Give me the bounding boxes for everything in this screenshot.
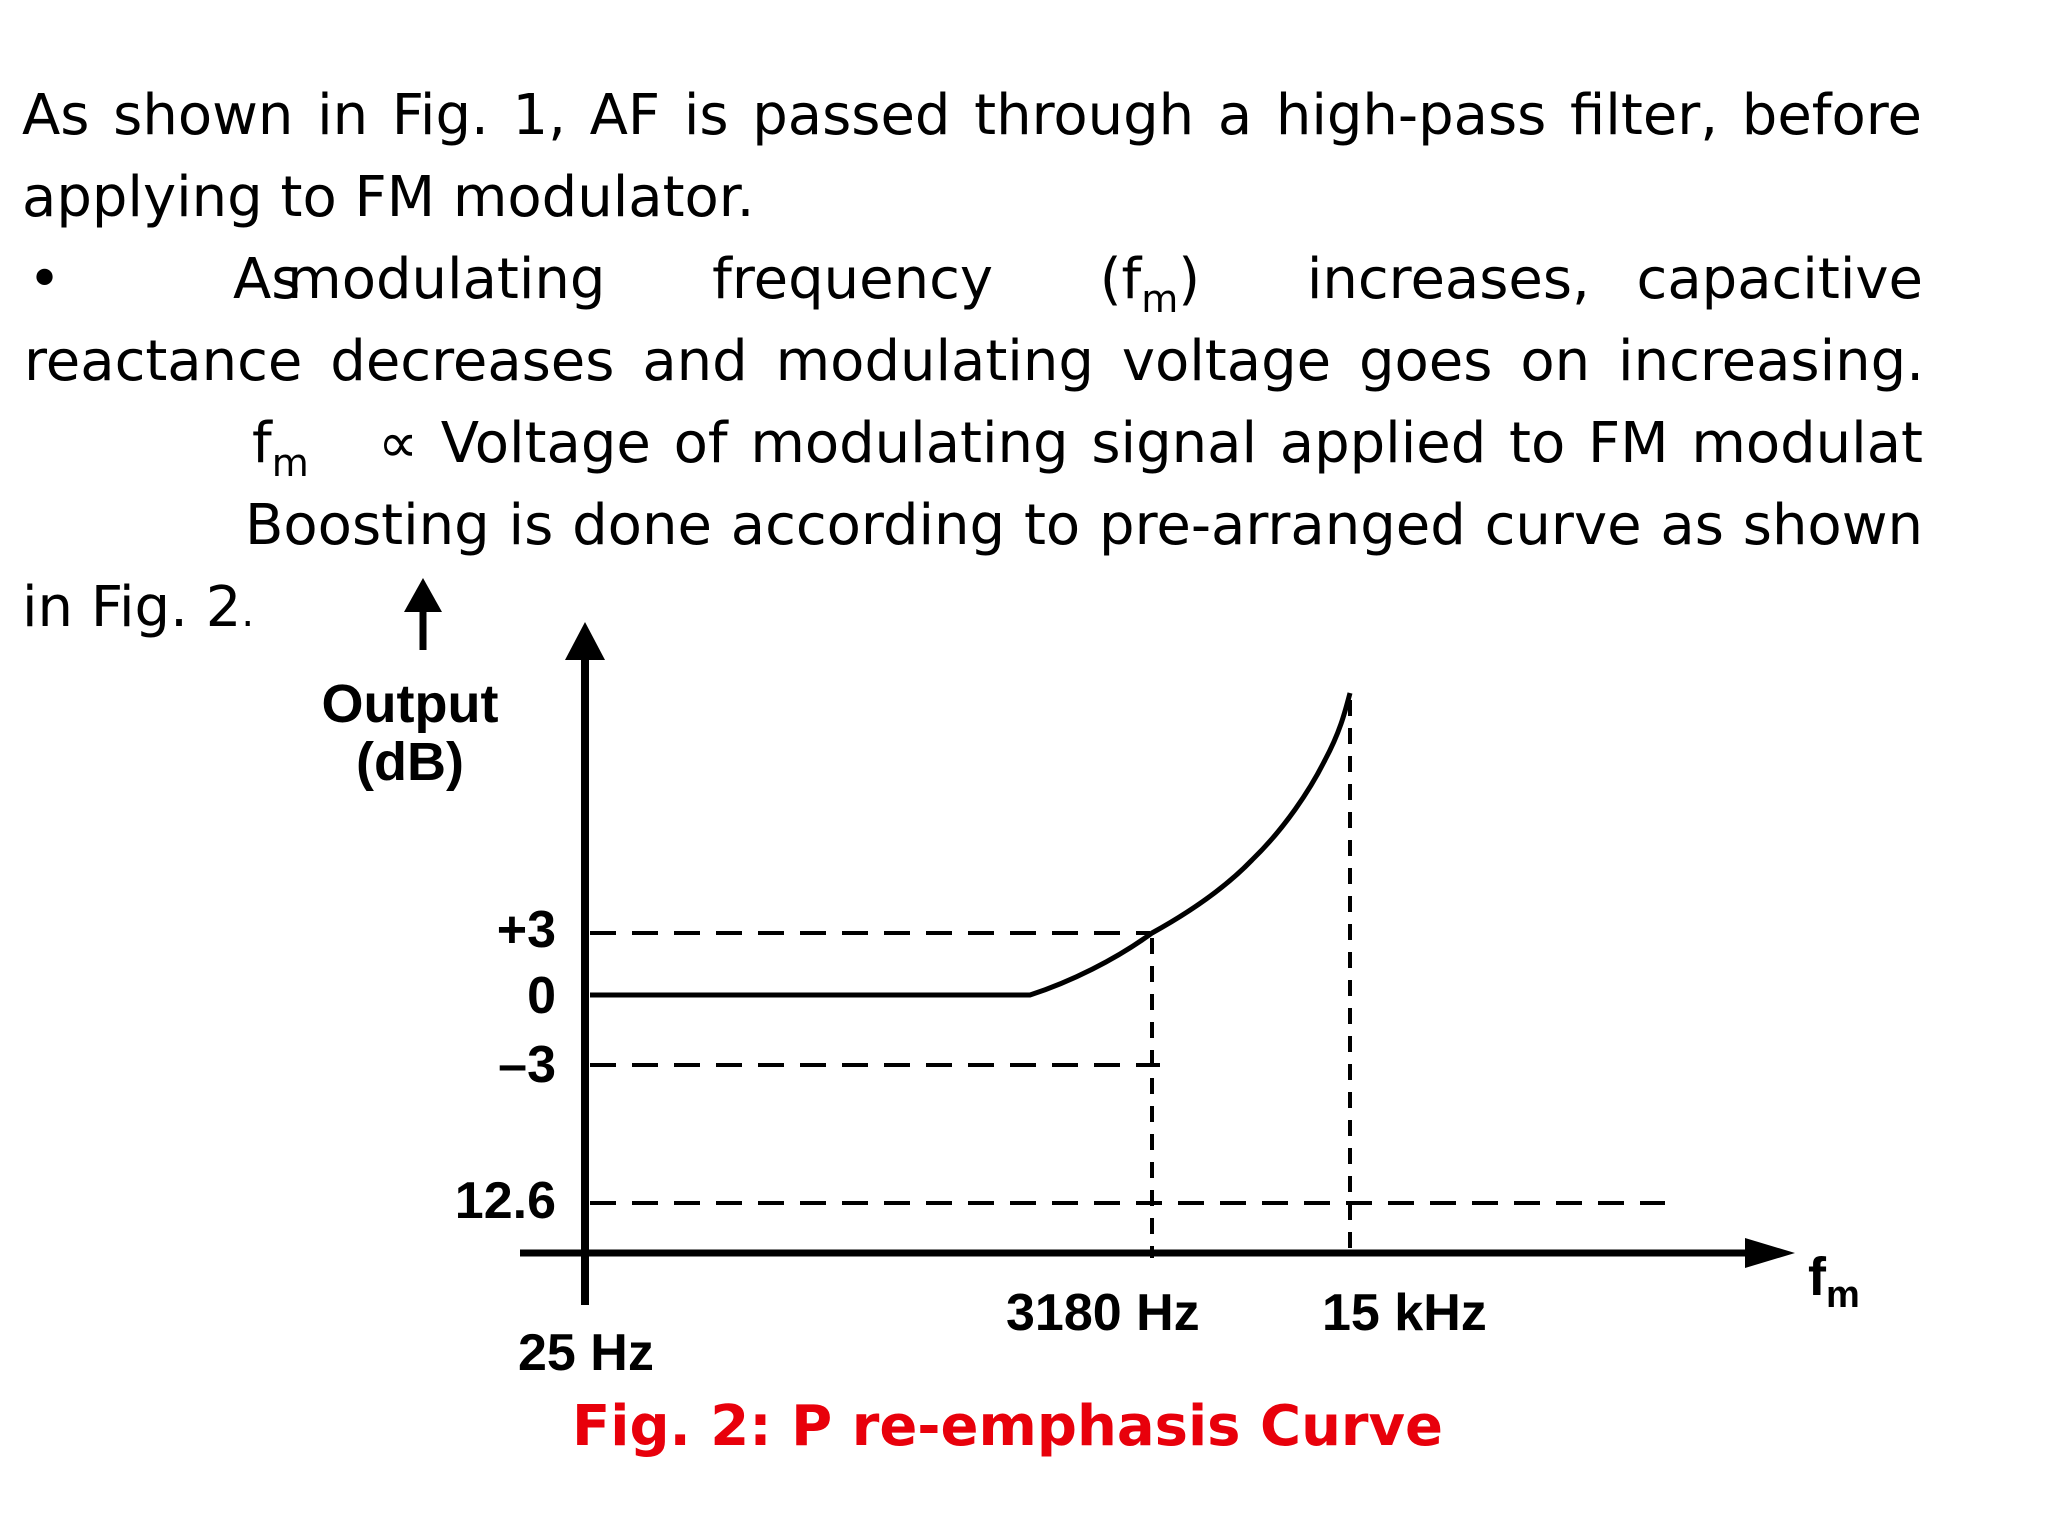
- ylabel-line-2: (dB): [356, 732, 464, 792]
- word-fm-symbol: (fm): [1099, 247, 1201, 321]
- boosting-line: Boosting is done according to pre-arrang…: [245, 493, 1923, 558]
- ylabel-line-1: Output: [322, 674, 499, 734]
- word-frequency: frequency: [712, 247, 994, 312]
- fig-reference-line: in Fig. 2.: [22, 575, 255, 640]
- paragraph-line-1: As shown in Fig. 1, AF is passed through…: [22, 83, 1922, 148]
- bullet-marker: •: [28, 247, 62, 312]
- fm-symbol: f: [252, 411, 272, 476]
- y-axis: [565, 622, 605, 1305]
- ytick-plus3: +3: [497, 901, 556, 959]
- bullet-line-2: reactance decreases and modulating volta…: [24, 329, 1924, 394]
- word-capacitive: capacitive: [1636, 247, 1923, 312]
- ylabel-up-arrow-icon: [404, 578, 442, 650]
- figure-caption: Fig. 2: P re-emphasis Curve: [572, 1394, 1443, 1459]
- xtick-25hz: 25 Hz: [518, 1324, 654, 1382]
- series-line-response: [590, 692, 1353, 998]
- word-modulating: modulating: [287, 247, 606, 312]
- ytick-zero: 0: [527, 967, 556, 1025]
- proportional-text: ∝ Voltage of modulating signal applied t…: [378, 411, 1923, 476]
- word-as: As: [233, 247, 301, 312]
- y-axis-arrow-icon: [565, 622, 605, 660]
- x-axis: [520, 1238, 1795, 1268]
- ytick-minus3: –3: [498, 1036, 556, 1094]
- word-increases: increases,: [1306, 247, 1590, 312]
- ytick-12-6: 12.6: [455, 1172, 556, 1230]
- xlabel-fm: fm: [1808, 1247, 1860, 1316]
- proportional-line: fm: [252, 416, 309, 483]
- bullet-line-1: As modulating frequency (fm) increases, …: [233, 247, 1923, 321]
- paragraph-line-2: applying to FM modulator.: [22, 165, 755, 230]
- x-axis-arrow-icon: [1745, 1238, 1795, 1268]
- xtick-15khz: 15 kHz: [1322, 1284, 1487, 1342]
- fm-subscript: m: [271, 441, 309, 485]
- xtick-3180hz: 3180 Hz: [1006, 1284, 1200, 1342]
